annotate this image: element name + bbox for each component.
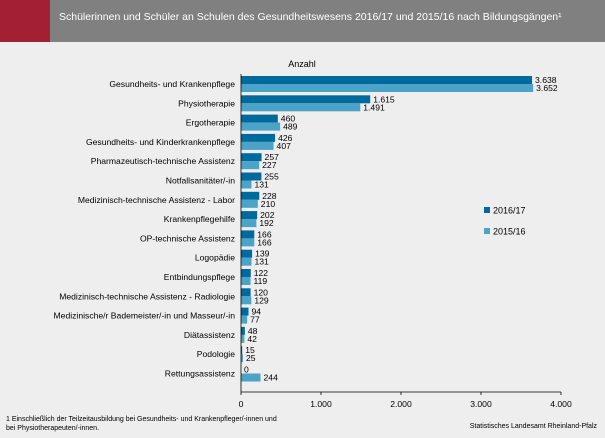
x-tick-label: 1.000 (310, 399, 332, 409)
header-bar: Schülerinnen und Schüler an Schulen des … (0, 0, 605, 42)
data-label-2016-17: 255 (264, 172, 279, 182)
category-label: Medizinisch-technische Assistenz - Radio… (59, 291, 235, 301)
bar-2016-17 (241, 153, 262, 162)
data-label-2015-16: 166 (257, 237, 272, 247)
bar-2016-17 (241, 346, 243, 355)
bar-2016-17 (241, 230, 255, 239)
footnote-line-2: bei Physiotherapeuten/-innen. (6, 425, 100, 432)
category-label: Entbindungspflege (164, 272, 235, 282)
bar-2015-16 (241, 219, 257, 228)
data-label-2016-17: 202 (260, 210, 275, 220)
legend-label-2016-17: 2016/17 (493, 206, 526, 216)
bar-2016-17 (241, 95, 371, 104)
data-label-2016-17: 426 (278, 133, 293, 143)
bar-2015-16 (241, 238, 255, 247)
data-label-2015-16: 407 (277, 141, 292, 151)
footnote-line-1: 1 Einschließlich der Teilzeitausbildung … (6, 416, 277, 423)
data-label-2016-17: 122 (254, 268, 269, 278)
category-label: Pharmazeutisch-technische Assistenz (91, 156, 235, 166)
data-label-2015-16: 192 (259, 218, 274, 228)
data-label-2016-17: 94 (252, 307, 262, 317)
category-label: Notfallsanitäter/-in (166, 176, 235, 186)
x-tick-label: 2.000 (390, 399, 412, 409)
data-label-2016-17: 228 (262, 191, 277, 201)
legend-swatch-2016-17 (484, 207, 490, 213)
data-label-2015-16: 77 (250, 315, 260, 325)
category-label: Krankenpflegehilfe (164, 214, 235, 224)
bar-2015-16 (241, 277, 251, 285)
bar-2016-17 (241, 288, 251, 297)
data-label-2015-16: 244 (264, 373, 279, 383)
bar-2016-17 (241, 249, 253, 258)
data-label-2016-17: 0 (244, 365, 249, 375)
header-accent-block (0, 0, 50, 42)
bar-2015-16 (241, 84, 534, 92)
category-label: Logopädie (195, 253, 235, 263)
data-label-2016-17: 15 (245, 345, 255, 355)
bar-2016-17 (241, 307, 249, 316)
data-label-2015-16: 25 (246, 353, 256, 363)
bar-2016-17 (241, 133, 276, 142)
category-label: Gesundheits- und Kinderkrankenpflege (86, 137, 235, 147)
data-label-2016-17: 1.615 (373, 94, 395, 104)
category-label: Gesundheits- und Krankenpflege (109, 79, 235, 89)
data-label-2015-16: 42 (247, 334, 257, 344)
bar-2015-16 (241, 161, 260, 170)
category-label: Physiotherapie (178, 98, 235, 108)
data-label-2015-16: 119 (254, 276, 268, 286)
bar-2016-17 (241, 114, 278, 123)
bar-2015-16 (241, 199, 258, 208)
category-label: Medizinisch-technische Assistenz - Labor (78, 195, 235, 205)
x-tick-label: 4.000 (550, 399, 572, 409)
data-label-2016-17: 3.638 (535, 75, 557, 85)
bar-2015-16 (241, 373, 261, 382)
x-axis-title: Anzahl (288, 59, 316, 69)
bar-2016-17 (241, 326, 245, 335)
bar-2015-16 (241, 315, 248, 324)
bar-2016-17 (241, 76, 533, 84)
legend-swatch-2015-16 (484, 228, 490, 234)
category-label: Ergotherapie (186, 118, 235, 128)
data-label-2015-16: 210 (261, 199, 276, 209)
data-label-2015-16: 3.652 (536, 83, 558, 93)
bar-2015-16 (241, 296, 252, 305)
x-tick-label: 3.000 (470, 399, 492, 409)
data-label-2015-16: 131 (254, 257, 269, 267)
x-tick-label: 0 (239, 399, 244, 409)
footnote: 1 Einschließlich der Teilzeitausbildung … (6, 415, 336, 433)
bar-2015-16 (241, 354, 243, 363)
data-label-2015-16: 489 (283, 122, 298, 132)
bar-2015-16 (241, 122, 281, 131)
chart-title: Schülerinnen und Schüler an Schulen des … (59, 11, 562, 23)
bar-2016-17 (241, 269, 251, 277)
bar-2016-17 (241, 172, 262, 181)
bar-2016-17 (241, 191, 260, 200)
data-label-2015-16: 1.491 (363, 102, 385, 112)
data-label-2016-17: 257 (265, 152, 280, 162)
data-label-2016-17: 48 (248, 326, 258, 336)
data-label-2016-17: 460 (281, 114, 296, 124)
bar-2015-16 (241, 257, 252, 266)
bar-2015-16 (241, 103, 361, 112)
category-label: Rettungsassistenz (165, 369, 235, 379)
data-label-2016-17: 166 (257, 229, 272, 239)
source-credit: Statistisches Landesamt Rheinland-Pfalz (469, 423, 597, 430)
data-label-2016-17: 139 (255, 249, 270, 259)
category-label: OP-technische Assistenz (140, 233, 235, 243)
data-label-2015-16: 129 (254, 295, 269, 305)
bar-2015-16 (241, 180, 252, 189)
bar-2016-17 (241, 211, 258, 220)
category-label: Diätassistenz (184, 330, 235, 340)
category-label: Medizinische/r Bademeister/-in und Masse… (54, 311, 236, 321)
bar-2015-16 (241, 334, 245, 343)
bar-2015-16 (241, 141, 274, 150)
data-label-2015-16: 227 (262, 160, 277, 170)
category-label: Podologie (197, 349, 235, 359)
legend-label-2015-16: 2015/16 (493, 227, 526, 237)
data-label-2015-16: 131 (254, 180, 269, 190)
data-label-2016-17: 120 (254, 287, 269, 297)
